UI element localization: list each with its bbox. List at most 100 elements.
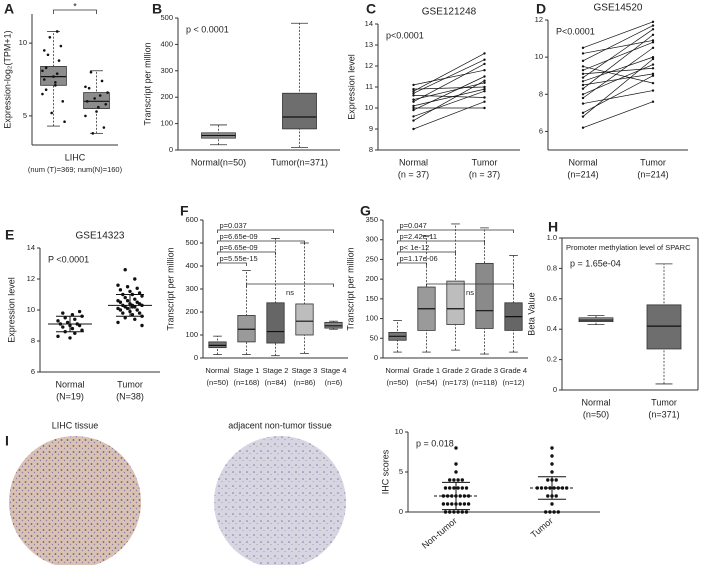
- pair-point: [483, 96, 486, 99]
- pair-point: [581, 96, 585, 100]
- y-axis-label: IHC scores: [380, 449, 390, 494]
- pair-line: [582, 66, 654, 84]
- data-point: [548, 486, 552, 490]
- pair-line: [582, 25, 654, 62]
- x-tick-note: (n=86): [294, 378, 316, 387]
- y-tick-label: 12: [365, 61, 373, 70]
- y-tick-label: 0: [194, 353, 198, 362]
- panel-letter: B: [152, 1, 162, 17]
- pair-point: [412, 92, 415, 95]
- pair-point: [651, 67, 655, 70]
- pair-point: [483, 87, 486, 91]
- y-tick-label: 0: [169, 145, 173, 154]
- tissue-image: [214, 436, 346, 565]
- pair-line: [582, 101, 654, 129]
- panel-letter: C: [366, 1, 376, 17]
- data-point: [454, 462, 458, 466]
- pair-point: [581, 111, 585, 115]
- data-point: [104, 102, 108, 106]
- data-point: [59, 44, 63, 48]
- pair-line: [582, 41, 654, 71]
- pair-point: [581, 52, 585, 55]
- pair-line: [413, 69, 485, 86]
- x-tick-label: Grade 4: [500, 366, 527, 375]
- y-tick-label: 5: [399, 467, 403, 476]
- data-point: [68, 336, 72, 340]
- y-tick-label: 9: [369, 124, 373, 133]
- y-tick-label: 0.4: [547, 324, 557, 333]
- data-point: [452, 510, 456, 514]
- pair-point: [651, 57, 655, 61]
- pair-point: [483, 52, 486, 55]
- data-point: [133, 297, 137, 301]
- data-point: [73, 331, 77, 335]
- pair-point: [483, 90, 486, 93]
- comparison-bracket: [397, 251, 456, 255]
- chart-title: GSE121248: [422, 7, 477, 18]
- x-tick-label: Tumor: [472, 157, 498, 167]
- data-point: [41, 69, 44, 73]
- data-point: [466, 494, 471, 498]
- x-tick-label: Normal: [385, 366, 410, 375]
- pair-point: [581, 46, 585, 50]
- x-tick-label: Normal: [55, 379, 84, 389]
- pair-point: [483, 106, 486, 110]
- y-tick-label: 200: [365, 274, 378, 283]
- pair-point: [581, 80, 585, 83]
- data-point: [84, 114, 87, 118]
- data-point: [57, 59, 61, 62]
- data-point: [42, 49, 46, 52]
- pair-point: [412, 98, 415, 101]
- pair-point: [651, 81, 655, 85]
- panel-letter: G: [360, 203, 371, 219]
- data-point: [140, 294, 144, 298]
- data-point: [123, 316, 127, 320]
- box: [282, 92, 317, 130]
- pair-point: [581, 93, 585, 96]
- pair-point: [412, 106, 415, 110]
- comparison-label: p=0.047: [400, 221, 427, 230]
- data-point: [54, 81, 57, 84]
- data-point: [546, 494, 550, 498]
- comparison-label: p=5.55e-15: [220, 254, 258, 263]
- data-point: [554, 478, 558, 482]
- p-value: p<0.0001: [386, 30, 424, 40]
- data-point: [44, 66, 48, 70]
- p-value: P<0.0001: [556, 26, 595, 36]
- data-point: [116, 306, 120, 311]
- y-tick-label: 8: [31, 336, 35, 345]
- data-point: [61, 100, 65, 103]
- pair-line: [582, 40, 654, 54]
- comparison-bracket: [217, 240, 305, 244]
- data-point: [137, 311, 142, 315]
- data-point: [77, 323, 82, 328]
- data-point: [448, 510, 452, 514]
- pair-line: [582, 58, 654, 117]
- data-point: [85, 100, 89, 103]
- data-point: [548, 510, 552, 514]
- y-tick-label: 1.0: [547, 233, 557, 242]
- x-tick-label: Tumor: [117, 379, 143, 389]
- pair-line: [413, 101, 485, 130]
- data-point: [464, 510, 469, 514]
- y-tick-label: 10: [535, 52, 543, 61]
- data-point: [443, 510, 448, 514]
- data-point: [550, 502, 554, 506]
- data-point: [44, 88, 48, 91]
- data-point: [458, 502, 462, 506]
- data-point: [448, 486, 452, 490]
- data-point: [65, 320, 70, 325]
- data-point: [137, 302, 142, 306]
- tissue-label: adjacent non-tumor tissue: [228, 420, 332, 430]
- chart-title: Promoter methylation level of SPARC: [566, 243, 691, 252]
- y-tick-label: 10: [365, 103, 373, 112]
- pair-point: [581, 65, 585, 68]
- pair-point: [412, 83, 415, 87]
- x-tick-label: Tumor: [651, 397, 677, 407]
- pair-point: [581, 72, 585, 76]
- panel-letter: D: [536, 1, 546, 17]
- y-tick-label: 200: [185, 307, 198, 316]
- p-value: P <0.0001: [48, 254, 89, 264]
- x-tick-label: Grade 1: [413, 366, 440, 375]
- data-point: [130, 305, 135, 309]
